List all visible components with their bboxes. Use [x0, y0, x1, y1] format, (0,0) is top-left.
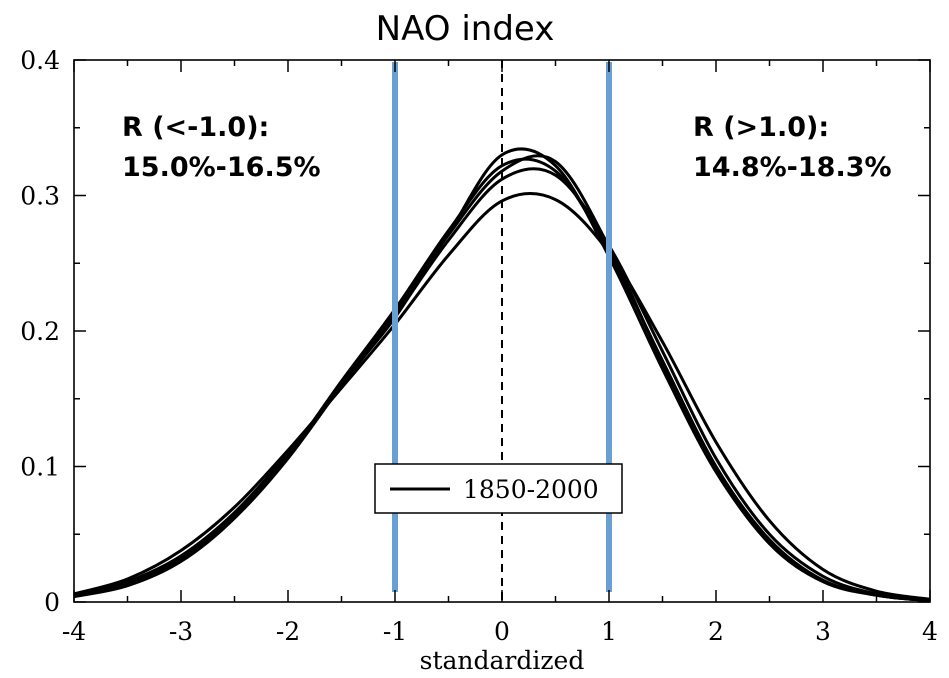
y-tick-label: 0.2 — [20, 317, 60, 346]
y-tick-label: 0 — [44, 588, 60, 617]
x-axis-label: standardized — [420, 646, 585, 675]
series-line-5 — [73, 147, 931, 603]
plot-frame — [73, 59, 931, 603]
annotation-left-line1: R (<-1.0): — [122, 112, 269, 143]
y-tick-label: 0.1 — [20, 453, 60, 482]
x-tick-label: 0 — [494, 617, 510, 646]
annotation-left-line2: 15.0%-16.5% — [122, 152, 321, 183]
x-tick-label: -3 — [169, 617, 193, 646]
ticks-group: -4 -3 -2 -1 0 1 2 3 4 0 0.1 0.2 0.3 0.4 — [20, 46, 938, 646]
x-tick-label: 4 — [922, 617, 938, 646]
x-tick-label: -2 — [276, 617, 300, 646]
x-tick-label: -1 — [383, 617, 407, 646]
y-tick-label: 0.4 — [20, 46, 60, 75]
x-tick-label: 2 — [708, 617, 724, 646]
annotation-right-line2: 14.8%-18.3% — [693, 152, 892, 183]
x-tick-label: -4 — [62, 617, 86, 646]
annotation-right-line1: R (>1.0): — [693, 112, 829, 143]
reference-lines-group — [392, 60, 612, 602]
y-tick-label: 0.3 — [20, 182, 60, 211]
x-tick-label: 1 — [601, 617, 617, 646]
legend: 1850-2000 — [374, 463, 623, 514]
chart-title: NAO index — [376, 9, 555, 49]
x-tick-label: 3 — [815, 617, 831, 646]
legend-entry-label: 1850-2000 — [463, 475, 599, 504]
